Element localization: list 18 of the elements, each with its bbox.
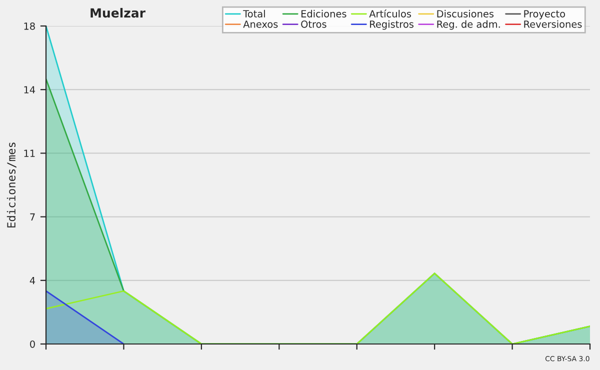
legend-label: Reg. de adm. xyxy=(437,20,500,30)
legend-label: Discusiones xyxy=(437,10,494,18)
legend-label: Reversiones xyxy=(524,20,582,28)
legend-label: Anexos xyxy=(243,20,278,28)
legend-label: Total xyxy=(243,10,265,18)
legend-label: Proyecto xyxy=(524,10,565,20)
chart-title: Muelzar xyxy=(90,8,146,18)
y-tick-label: 7 xyxy=(30,213,35,220)
legend-label: Registros xyxy=(370,20,414,30)
y-tick-label: 18 xyxy=(24,22,35,30)
legend-label: Ediciones xyxy=(301,10,346,18)
legend-label: Otros xyxy=(301,20,326,28)
legend-label: Artículos xyxy=(369,10,412,18)
y-tick-label: 11 xyxy=(24,150,35,157)
y-tick-label: 4 xyxy=(30,277,36,284)
y-axis-title: Ediciones/mes xyxy=(6,142,16,228)
y-tick-label: 0 xyxy=(30,340,35,348)
y-tick-label: 14 xyxy=(24,86,36,94)
